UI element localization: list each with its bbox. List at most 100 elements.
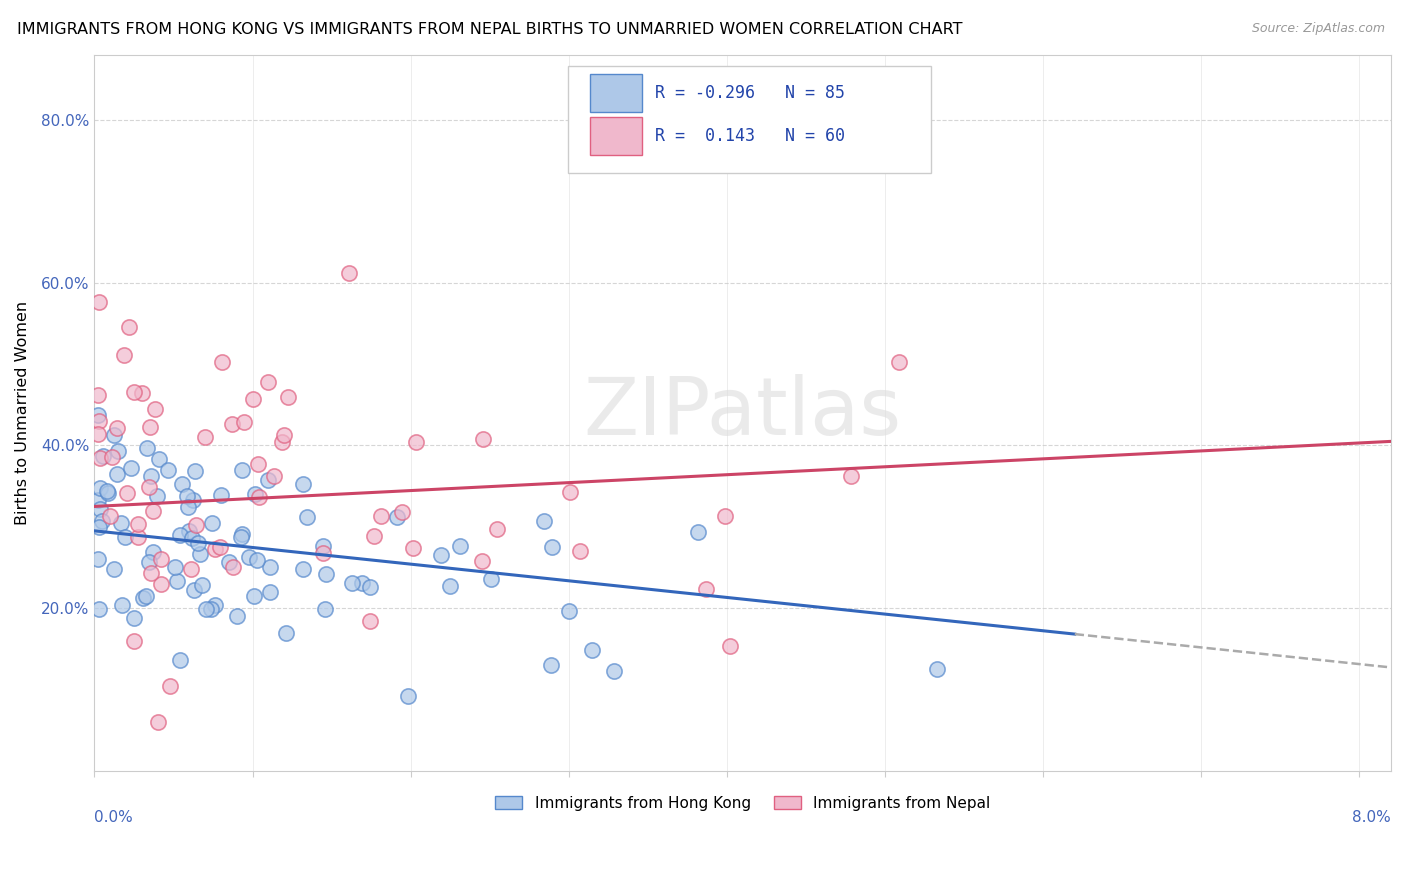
Point (100, 450, 122, 464)
Point (204, 542, 226, 557)
Point (925, 661, 948, 675)
Point (396, 689, 419, 703)
Point (315, 567, 337, 582)
Point (96, 484, 118, 499)
Point (166, 574, 188, 588)
Point (89, 450, 111, 465)
Point (259, 559, 281, 574)
Point (221, 417, 243, 431)
Point (89, 481, 111, 495)
Point (340, 576, 363, 591)
Point (337, 266, 360, 280)
Point (146, 489, 169, 503)
Point (603, 665, 626, 679)
Text: Source: ZipAtlas.com: Source: ZipAtlas.com (1251, 22, 1385, 36)
Point (127, 530, 149, 544)
Y-axis label: Births to Unmarried Women: Births to Unmarried Women (15, 301, 30, 525)
Point (209, 488, 232, 502)
Point (139, 419, 162, 434)
Point (177, 500, 200, 514)
Point (271, 434, 294, 449)
Point (277, 390, 299, 404)
Point (231, 527, 253, 541)
Point (352, 576, 374, 591)
Point (259, 585, 281, 599)
Point (141, 566, 163, 580)
Point (142, 504, 165, 518)
FancyBboxPatch shape (568, 66, 931, 173)
Point (86, 426, 108, 441)
Point (247, 458, 270, 472)
Point (111, 598, 134, 612)
Point (114, 530, 136, 544)
Point (204, 598, 226, 612)
Point (148, 452, 170, 467)
Point (103, 428, 125, 442)
Point (105, 421, 128, 435)
Point (695, 582, 717, 597)
Point (188, 547, 211, 561)
Point (180, 562, 202, 576)
Point (714, 509, 737, 524)
Point (93, 449, 115, 463)
Point (89, 502, 111, 516)
Text: ZIPatlas: ZIPatlas (583, 374, 901, 452)
Point (122, 611, 145, 625)
Point (195, 602, 218, 616)
Point (471, 432, 494, 446)
Point (211, 355, 233, 369)
Point (229, 530, 252, 544)
Point (479, 572, 502, 586)
Point (540, 658, 562, 673)
Point (257, 375, 280, 389)
Point (839, 469, 862, 483)
Point (184, 517, 207, 532)
Point (200, 602, 222, 616)
Point (138, 555, 160, 569)
Point (430, 548, 453, 562)
Point (89, 414, 111, 428)
Point (200, 516, 222, 530)
Point (263, 468, 285, 483)
Point (292, 562, 315, 576)
Point (183, 583, 205, 598)
Point (120, 460, 142, 475)
Point (581, 642, 603, 657)
Point (233, 415, 256, 429)
Point (142, 544, 165, 558)
Text: 8.0%: 8.0% (1353, 810, 1391, 825)
Point (181, 493, 204, 508)
Point (312, 539, 335, 553)
Point (100, 509, 122, 524)
Point (243, 589, 266, 603)
Point (157, 463, 180, 477)
Point (688, 525, 710, 540)
Point (89, 520, 111, 534)
Point (176, 489, 198, 503)
Point (139, 469, 162, 483)
Point (97, 485, 120, 500)
Point (218, 555, 240, 569)
Point (150, 576, 173, 591)
Point (569, 544, 592, 558)
Point (131, 385, 153, 400)
Point (889, 355, 911, 369)
Point (314, 601, 336, 615)
Point (291, 476, 314, 491)
Point (312, 546, 335, 560)
Point (485, 522, 508, 536)
Point (391, 505, 413, 519)
Point (122, 384, 145, 399)
Point (541, 541, 564, 555)
Point (558, 604, 581, 618)
Point (370, 508, 392, 523)
Point (87, 408, 110, 422)
Point (159, 679, 181, 693)
Point (132, 591, 155, 606)
Point (87, 295, 110, 310)
Point (238, 550, 260, 565)
Point (187, 536, 209, 550)
Point (533, 514, 555, 528)
FancyBboxPatch shape (589, 74, 641, 112)
Legend: Immigrants from Hong Kong, Immigrants from Nepal: Immigrants from Hong Kong, Immigrants fr… (489, 789, 997, 817)
